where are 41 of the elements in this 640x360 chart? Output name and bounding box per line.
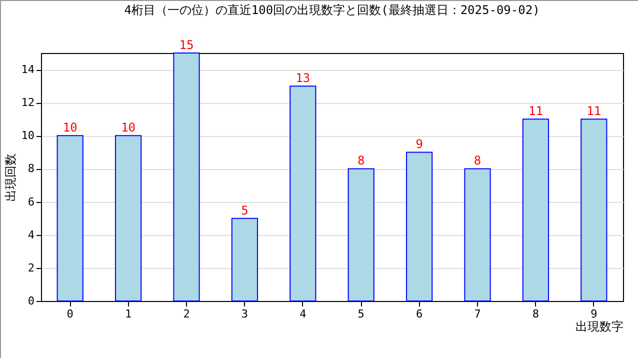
x-tick-label: 4 — [300, 308, 307, 320]
data-label: 11 — [586, 104, 602, 118]
x-tick-label: 6 — [416, 308, 423, 320]
bar — [290, 86, 316, 302]
data-label: 15 — [179, 38, 194, 52]
data-label: 10 — [62, 120, 78, 135]
y-tick-label: 14 — [21, 63, 35, 76]
bar — [173, 52, 200, 302]
bar — [56, 135, 84, 302]
bar — [348, 168, 374, 302]
y-tick-label: 2 — [28, 261, 34, 274]
data-label: 13 — [296, 71, 310, 86]
y-tick-label: 8 — [28, 162, 34, 176]
bar — [406, 152, 433, 302]
x-tick-label: 0 — [66, 308, 74, 320]
bar — [114, 135, 142, 302]
y-axis-title: 出現回数 — [3, 154, 18, 202]
x-tick-label: 3 — [241, 308, 248, 320]
x-axis-title: 出現数字 — [576, 320, 624, 334]
x-tick-label: 1 — [124, 308, 132, 320]
x-tick-label: 5 — [358, 308, 364, 320]
bar — [231, 218, 258, 302]
bar — [464, 168, 491, 302]
y-tick-label: 12 — [21, 96, 34, 110]
x-tick-label: 2 — [183, 308, 190, 320]
y-tick-label: 0 — [28, 294, 34, 308]
chart-title: 4桁目（一の位）の直近100回の出現数字と回数(最終抽選日：2025-09-02) — [124, 3, 540, 17]
data-label: 10 — [121, 120, 136, 135]
x-tick-label: 8 — [532, 308, 540, 320]
x-tick-label: 9 — [590, 308, 598, 320]
bar — [522, 118, 550, 302]
y-tick-label: 6 — [28, 195, 34, 208]
x-tick-label: 7 — [474, 308, 481, 320]
data-label: 5 — [241, 203, 248, 218]
bar — [580, 118, 608, 302]
data-label: 8 — [474, 154, 482, 168]
data-label: 8 — [357, 154, 365, 168]
y-tick-label: 10 — [21, 129, 34, 142]
data-label: 11 — [528, 104, 543, 118]
y-tick-label: 4 — [28, 228, 35, 242]
data-label: 9 — [416, 137, 423, 152]
